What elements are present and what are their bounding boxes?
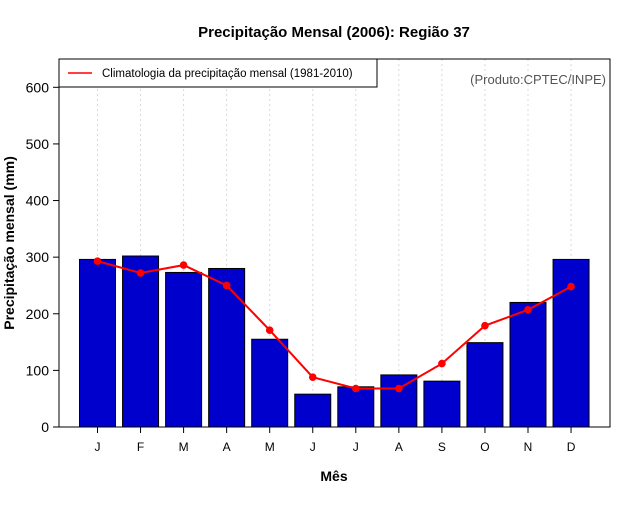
bar-4 (208, 267, 246, 428)
y-tick-label: 200 (26, 306, 50, 322)
bar-11 (509, 301, 547, 428)
climatology-point-1 (93, 257, 102, 265)
bar-9 (423, 380, 461, 428)
bar-8 (380, 374, 418, 428)
x-tick-label: D (567, 440, 576, 454)
x-tick-label: J (353, 440, 359, 454)
x-tick-label: J (310, 440, 316, 454)
x-tick-label: A (395, 440, 403, 454)
y-tick-label: 500 (26, 136, 50, 152)
y-axis: 0 100 200 300 400 500 600 (26, 79, 59, 435)
legend-box (58, 58, 378, 88)
x-tick-label: S (438, 440, 446, 454)
climatology-point-2 (136, 269, 145, 277)
x-tick-label: M (265, 440, 275, 454)
chart-title: Precipitação Mensal (2006): Região 37 (198, 24, 470, 41)
climatology-point-3 (179, 261, 188, 269)
y-tick-label: 0 (41, 419, 49, 435)
climatology-point-8 (395, 384, 403, 393)
climatology-line (93, 257, 575, 393)
x-tick-label: F (137, 440, 144, 454)
climatology-point-10 (481, 321, 489, 330)
climatology-point-6 (308, 373, 317, 381)
bar-2 (122, 255, 160, 428)
bar-6 (294, 393, 332, 428)
x-tick-label: A (223, 440, 231, 454)
legend: Climatologia da precipitação mensal (198… (58, 58, 378, 88)
bar-1 (79, 258, 116, 428)
climatology-point-12 (567, 282, 575, 291)
climatology-point-9 (438, 359, 446, 368)
bar-7 (337, 386, 375, 428)
climatology-point-5 (265, 326, 274, 334)
bar-10 (466, 342, 504, 428)
y-tick-label: 100 (26, 362, 50, 378)
bar-5 (251, 338, 289, 428)
bars (79, 255, 590, 428)
y-axis-label: Precipitação mensal (mm) (1, 156, 17, 330)
y-tick-label: 400 (26, 193, 50, 209)
legend-label: Climatologia da precipitação mensal (198… (102, 68, 353, 80)
climatology-point-7 (352, 384, 360, 393)
bar-3 (165, 271, 203, 428)
y-tick-label: 300 (26, 249, 50, 265)
climatology-point-4 (222, 281, 231, 290)
climatology-series-line (97, 260, 572, 390)
y-tick-label: 600 (26, 79, 50, 95)
x-tick-label: J (95, 440, 101, 454)
x-tick-label: M (179, 440, 189, 454)
climatology-point-11 (524, 306, 532, 314)
source-note: (Produto:CPTEC/INPE) (470, 72, 606, 87)
x-tick-label: O (480, 440, 489, 454)
x-axis-label: Mês (320, 468, 347, 484)
x-tick-label: N (524, 440, 533, 454)
